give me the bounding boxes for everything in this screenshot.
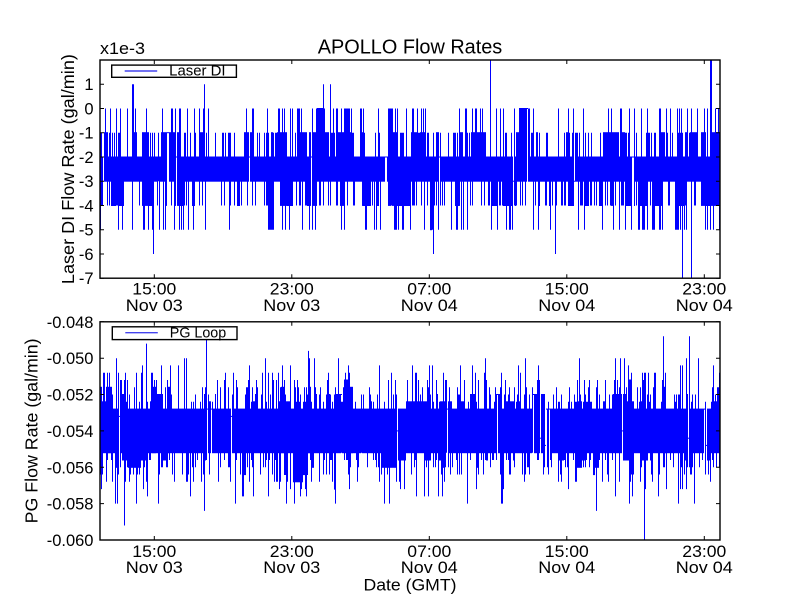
svg-text:Nov 04: Nov 04 — [676, 297, 733, 315]
svg-text:0: 0 — [84, 101, 93, 119]
svg-text:Nov 04: Nov 04 — [401, 297, 458, 315]
svg-text:Laser DI Flow Rate (gal/min): Laser DI Flow Rate (gal/min) — [58, 54, 78, 284]
svg-text:Nov 04: Nov 04 — [401, 559, 458, 577]
svg-text:15:00: 15:00 — [132, 543, 176, 561]
svg-text:15:00: 15:00 — [545, 281, 589, 299]
svg-text:PG Loop: PG Loop — [170, 325, 226, 341]
svg-text:Nov 04: Nov 04 — [538, 559, 595, 577]
svg-text:-0.056: -0.056 — [47, 459, 94, 477]
svg-text:15:00: 15:00 — [545, 543, 589, 561]
svg-text:07:00: 07:00 — [407, 281, 451, 299]
svg-text:Nov 03: Nov 03 — [126, 559, 183, 577]
svg-text:-1: -1 — [79, 125, 94, 143]
svg-text:23:00: 23:00 — [682, 281, 726, 299]
svg-text:-0.052: -0.052 — [47, 387, 94, 405]
svg-text:-0.048: -0.048 — [47, 314, 94, 332]
svg-text:APOLLO Flow Rates: APOLLO Flow Rates — [318, 37, 503, 59]
svg-text:-5: -5 — [79, 222, 94, 240]
svg-text:23:00: 23:00 — [270, 543, 314, 561]
svg-text:x1e-3: x1e-3 — [100, 39, 145, 58]
svg-text:23:00: 23:00 — [270, 281, 314, 299]
svg-text:-0.060: -0.060 — [47, 532, 94, 550]
svg-text:Nov 04: Nov 04 — [676, 559, 733, 577]
svg-text:1: 1 — [84, 76, 93, 94]
svg-text:-4: -4 — [79, 198, 94, 216]
svg-text:PG Flow Rate (gal/min): PG Flow Rate (gal/min) — [22, 338, 42, 523]
svg-text:Laser DI: Laser DI — [169, 64, 225, 80]
svg-text:-0.054: -0.054 — [47, 423, 94, 441]
svg-text:Nov 03: Nov 03 — [263, 559, 320, 577]
svg-text:Nov 04: Nov 04 — [538, 297, 595, 315]
svg-text:23:00: 23:00 — [682, 543, 726, 561]
svg-text:-0.050: -0.050 — [47, 350, 94, 368]
svg-text:Nov 03: Nov 03 — [126, 297, 183, 315]
svg-text:-7: -7 — [79, 270, 94, 288]
svg-text:-2: -2 — [79, 149, 94, 167]
svg-text:-3: -3 — [79, 173, 94, 191]
svg-text:-0.058: -0.058 — [47, 496, 94, 514]
svg-text:Nov 03: Nov 03 — [263, 297, 320, 315]
svg-text:07:00: 07:00 — [407, 543, 451, 561]
svg-text:15:00: 15:00 — [132, 281, 176, 299]
svg-text:Date (GMT): Date (GMT) — [364, 576, 457, 595]
svg-text:-6: -6 — [79, 246, 94, 264]
